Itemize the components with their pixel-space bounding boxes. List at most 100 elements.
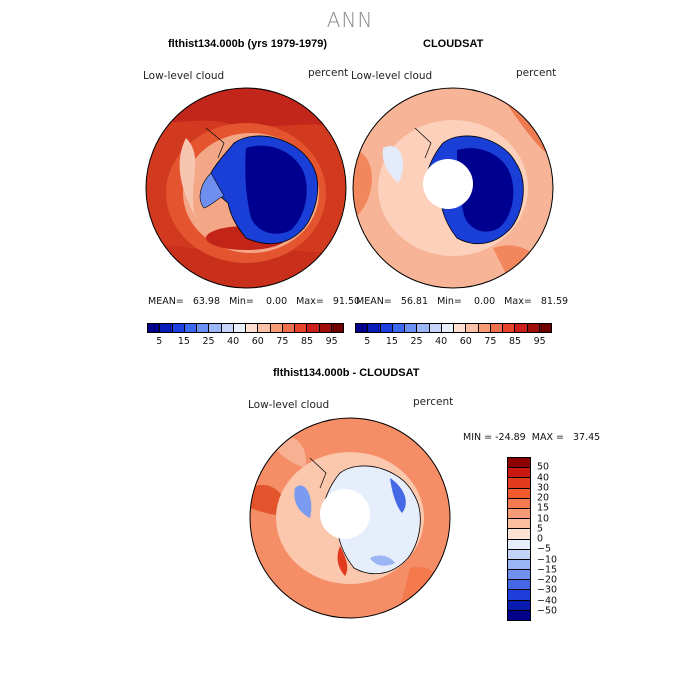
- colorbar-swatch: [392, 324, 405, 332]
- colorbar-tick-label: 75: [484, 336, 497, 347]
- colorbar-swatch: [417, 324, 430, 332]
- colorbar-swatch: [307, 324, 320, 332]
- colorbar-swatch: [508, 559, 530, 571]
- panel3-colorbar-swatches: [507, 457, 531, 621]
- panel3-stats: MIN = -24.89 MAX = 37.45: [463, 432, 601, 443]
- colorbar-tick-label: 30: [537, 482, 550, 494]
- panel1-stats: MEAN= 63.98 Min= 0.00 Max= 91.50: [148, 296, 361, 307]
- panel3-title: flthist134.000b - CLOUDSAT: [273, 367, 420, 379]
- pole-hole: [320, 489, 370, 539]
- colorbar-tick-label: 15: [537, 502, 550, 514]
- colorbar-tick-label: 85: [509, 336, 522, 347]
- panel3-units-label: percent: [413, 396, 454, 408]
- colorbar-tick-label: 60: [459, 336, 472, 347]
- colorbar-tick-label: 40: [435, 336, 448, 347]
- colorbar-tick-label: 40: [537, 472, 550, 483]
- colorbar-swatch: [258, 324, 271, 332]
- colorbar-tick-label: −50: [537, 605, 558, 617]
- panel2-map: [352, 87, 554, 289]
- colorbar-swatch: [503, 324, 516, 332]
- colorbar-swatch: [454, 324, 467, 332]
- colorbar-swatch: [160, 324, 173, 332]
- colorbar-swatch: [197, 324, 210, 332]
- colorbar-tick-label: 25: [202, 336, 215, 347]
- colorbar-tick-label: 15: [177, 336, 190, 347]
- colorbar-swatch: [508, 570, 530, 581]
- colorbar-tick-label: 5: [156, 336, 163, 347]
- colorbar-swatch: [233, 324, 246, 332]
- colorbar-swatch: [508, 488, 530, 499]
- colorbar-tick-label: 95: [533, 336, 546, 347]
- colorbar-swatch: [508, 519, 530, 530]
- colorbar-tick-label: 0: [537, 533, 544, 545]
- panel2-units-label: percent: [516, 67, 557, 79]
- colorbar-swatch: [295, 324, 308, 332]
- colorbar-tick-label: −10: [537, 554, 558, 565]
- colorbar-tick-label: 25: [410, 336, 423, 347]
- colorbar-tick-label: −40: [537, 595, 558, 606]
- colorbar-swatch: [508, 529, 530, 540]
- panel1-map: [145, 87, 347, 289]
- colorbar-tick-label: 75: [276, 336, 289, 347]
- colorbar-swatch: [508, 478, 530, 489]
- colorbar-swatch: [429, 324, 442, 332]
- panel1-units-label: percent: [308, 67, 349, 79]
- colorbar-swatch: [527, 324, 540, 332]
- colorbar-swatch: [380, 324, 393, 332]
- pole-hole: [423, 159, 473, 209]
- colorbar-tick-label: 95: [325, 336, 338, 347]
- colorbar-swatch: [319, 324, 332, 332]
- colorbar-tick-label: −20: [537, 574, 558, 586]
- colorbar-swatch: [356, 324, 369, 332]
- colorbar-swatch: [184, 324, 197, 332]
- colorbar-swatch: [508, 508, 530, 520]
- colorbar-swatch: [441, 324, 454, 332]
- colorbar-swatch: [515, 324, 528, 332]
- colorbar-swatch: [508, 590, 530, 601]
- colorbar-tick-label: −30: [537, 584, 558, 596]
- page-title: ANN: [326, 8, 374, 32]
- colorbar-tick-label: −5: [537, 543, 552, 555]
- panel3-variable-label: Low-level cloud: [248, 399, 330, 411]
- colorbar-swatch: [270, 324, 283, 332]
- colorbar-swatch: [508, 539, 530, 550]
- colorbar-swatch: [331, 324, 343, 332]
- panel1-colorbar-swatches: [147, 323, 344, 333]
- colorbar-swatch: [508, 610, 530, 620]
- colorbar-tick-label: 40: [227, 336, 240, 347]
- colorbar-tick-label: 85: [301, 336, 314, 347]
- colorbar-swatch: [508, 468, 530, 479]
- colorbar-tick-label: 60: [251, 336, 264, 347]
- colorbar-swatch: [368, 324, 381, 332]
- panel1-variable-label: Low-level cloud: [143, 70, 225, 82]
- colorbar-swatch: [508, 498, 530, 509]
- colorbar-swatch: [466, 324, 479, 332]
- panel3-map: [249, 417, 451, 619]
- colorbar-tick-label: 5: [364, 336, 371, 347]
- colorbar-swatch: [508, 549, 530, 560]
- colorbar-swatch: [539, 324, 551, 332]
- colorbar-swatch: [405, 324, 418, 332]
- colorbar-swatch: [172, 324, 185, 332]
- colorbar-tick-label: −15: [537, 564, 558, 576]
- panel3-colorbar: [507, 457, 531, 621]
- colorbar-swatch: [508, 458, 530, 469]
- colorbar-tick-label: 5: [537, 523, 544, 535]
- colorbar-swatch: [148, 324, 161, 332]
- colorbar-tick-label: 50: [537, 461, 550, 473]
- panel1-title: flthist134.000b (yrs 1979-1979): [168, 38, 327, 50]
- colorbar-tick-label: 10: [537, 513, 550, 524]
- colorbar-tick-label: 20: [537, 492, 550, 504]
- colorbar-swatch: [490, 324, 503, 332]
- panel2-variable-label: Low-level cloud: [351, 70, 433, 82]
- colorbar-swatch: [246, 324, 259, 332]
- panel2-colorbar-ticks: 5 15 25 40 60 75 85 95: [355, 333, 552, 347]
- colorbar-swatch: [508, 580, 530, 591]
- panel3-colorbar-ticks: 50 40 30 20 15 10 5 0 −5 −10 −15 −20 −30 −40 −50: [537, 457, 577, 621]
- colorbar-swatch: [282, 324, 295, 332]
- panel2-colorbar: 5 15 25 40 60 75 85 95: [355, 323, 552, 347]
- colorbar-tick-label: 15: [385, 336, 398, 347]
- panel2-colorbar-swatches: [355, 323, 552, 333]
- panel1-colorbar: 5 15 25 40 60 75 85 95: [147, 323, 344, 347]
- colorbar-swatch: [221, 324, 234, 332]
